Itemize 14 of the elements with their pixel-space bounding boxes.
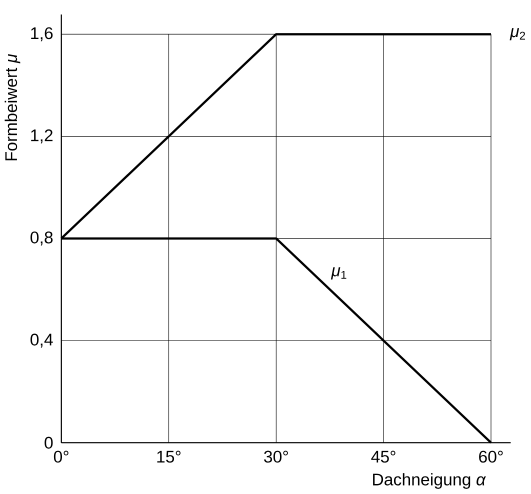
y-tick-label: 1,6 bbox=[31, 27, 53, 42]
y-tick-label: 1,2 bbox=[31, 130, 53, 144]
x-tick-label: 15° bbox=[157, 450, 181, 463]
x-tick-label: 30° bbox=[264, 450, 288, 463]
y-axis-title: Formbeiwert μ bbox=[4, 54, 20, 161]
x-axis-title: Dachneigung α bbox=[373, 473, 486, 490]
y-tick-label: 0,4 bbox=[30, 334, 53, 348]
x-tick-label: 45° bbox=[371, 450, 396, 463]
series-label: μ$_{1}$ bbox=[330, 268, 346, 280]
y-tick-label: 0 bbox=[44, 436, 53, 449]
series-label: μ$_{2}$ bbox=[510, 28, 526, 41]
x-tick-label: 60° bbox=[479, 450, 503, 463]
y-tick-label: 0,8 bbox=[30, 232, 53, 246]
x-tick-label: 0° bbox=[54, 450, 68, 463]
